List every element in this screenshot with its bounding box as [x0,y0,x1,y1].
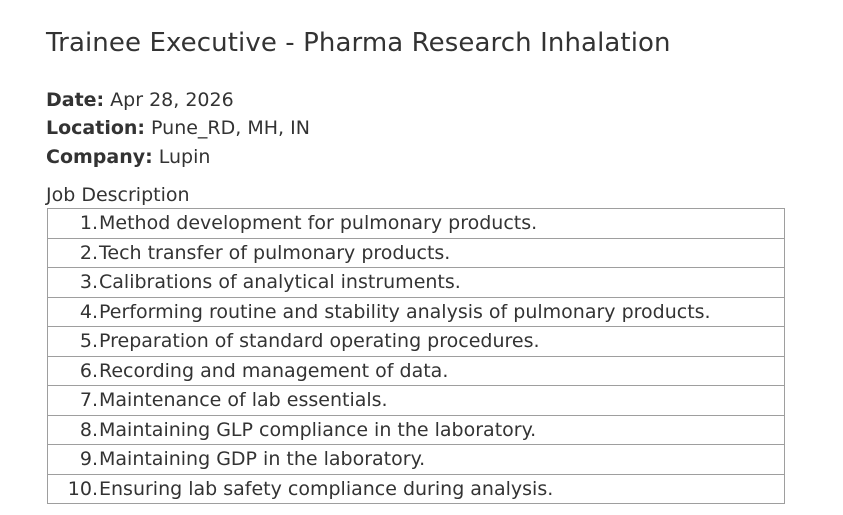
job-description-item: 8.Maintaining GLP compliance in the labo… [47,414,785,445]
table-row: 3.Calibrations of analytical instruments… [47,267,785,298]
company-value: Lupin [158,146,211,168]
table-row: 4.Performing routine and stability analy… [47,296,785,327]
item-text: Ensuring lab safety compliance during an… [99,477,554,500]
date-value: Apr 28, 2026 [110,89,234,111]
table-row: 6.Recording and management of data. [47,355,785,386]
job-description-item: 2.Tech transfer of pulmonary products. [47,237,785,268]
item-number: 3. [79,271,98,294]
job-description-item: 1.Method development for pulmonary produ… [47,208,785,239]
table-row: 1.Method development for pulmonary produ… [47,208,785,239]
job-title: Trainee Executive - Pharma Research Inha… [46,28,671,58]
table-row: 7.Maintenance of lab essentials. [47,385,785,416]
item-number: 6. [79,359,98,382]
job-company-row: Company: Lupin [46,146,210,168]
item-text: Preparation of standard operating proced… [99,330,540,353]
job-description-item: 4.Performing routine and stability analy… [47,296,785,327]
job-date-row: Date: Apr 28, 2026 [46,89,234,111]
item-text: Calibrations of analytical instruments. [99,271,461,294]
item-text: Tech transfer of pulmonary products. [99,241,451,264]
table-row: 10.Ensuring lab safety compliance during… [47,473,785,504]
item-number: 9. [79,448,98,471]
item-number: 8. [79,418,98,441]
item-number: 7. [79,389,98,412]
item-text: Performing routine and stability analysi… [99,300,711,323]
item-text: Maintenance of lab essentials. [99,389,388,412]
job-description-item: 9.Maintaining GDP in the laboratory. [47,444,785,475]
item-number: 10. [67,477,98,500]
table-row: 2.Tech transfer of pulmonary products. [47,237,785,268]
table-row: 9.Maintaining GDP in the laboratory. [47,444,785,475]
table-row: 5.Preparation of standard operating proc… [47,326,785,357]
item-number: 1. [79,212,98,235]
item-number: 2. [79,241,98,264]
table-row: 8.Maintaining GLP compliance in the labo… [47,414,785,445]
item-text: Maintaining GLP compliance in the labora… [99,418,537,441]
item-text: Recording and management of data. [99,359,449,382]
job-description-item: 5.Preparation of standard operating proc… [47,326,785,357]
date-label: Date: [46,89,105,111]
job-description-heading: Job Description [46,184,190,206]
item-number: 4. [79,300,98,323]
item-number: 5. [79,330,98,353]
item-text: Method development for pulmonary product… [99,212,538,235]
item-text: Maintaining GDP in the laboratory. [99,448,426,471]
job-description-item: 3.Calibrations of analytical instruments… [47,267,785,298]
location-value: Pune_RD, MH, IN [151,117,310,139]
job-description-item: 7.Maintenance of lab essentials. [47,385,785,416]
location-label: Location: [46,117,146,139]
company-label: Company: [46,146,153,168]
job-description-item: 10.Ensuring lab safety compliance during… [47,473,785,504]
job-location-row: Location: Pune_RD, MH, IN [46,117,310,139]
job-description-table: 1.Method development for pulmonary produ… [47,208,785,504]
job-description-item: 6.Recording and management of data. [47,355,785,386]
